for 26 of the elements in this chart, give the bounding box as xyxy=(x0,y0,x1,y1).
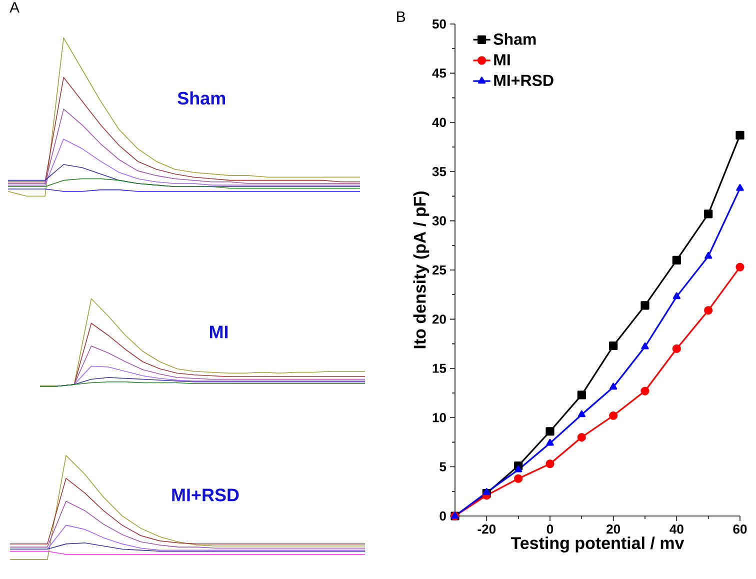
x-tick-label: 60 xyxy=(733,524,747,534)
x-tick-label: -20 xyxy=(478,524,496,534)
chart-title: B xyxy=(397,12,406,22)
y-tick-label: 35 xyxy=(432,166,446,176)
y-tick-label: 15 xyxy=(432,364,446,373)
y-tick-label: 40 xyxy=(432,118,446,127)
legend-label: Sham xyxy=(494,33,536,45)
y-axis-title: Ito density (pA / pF) xyxy=(413,192,430,348)
y-tick-label: 25 xyxy=(432,265,446,275)
chart-title: A xyxy=(10,2,20,12)
x-tick-label: 0 xyxy=(546,524,554,534)
y-tick-label: 0 xyxy=(440,511,446,521)
y-tick-label: 30 xyxy=(432,216,446,226)
y-tick-label: 5 xyxy=(440,462,446,472)
x-tick-label: 20 xyxy=(606,524,620,534)
y-tick-label: 10 xyxy=(432,412,446,422)
annotation: MI xyxy=(210,326,228,338)
annotation: Sham xyxy=(178,91,226,105)
x-axis-title: Testing potential / mv xyxy=(510,536,684,553)
annotation: MI+RSD xyxy=(172,488,239,502)
y-tick-label: 50 xyxy=(432,19,446,29)
y-tick-label: 20 xyxy=(432,314,446,324)
y-tick-label: 45 xyxy=(432,68,446,78)
legend-label: MI xyxy=(494,54,510,66)
x-tick-label: 40 xyxy=(670,524,684,534)
legend-label: MI+RSD xyxy=(494,74,554,86)
